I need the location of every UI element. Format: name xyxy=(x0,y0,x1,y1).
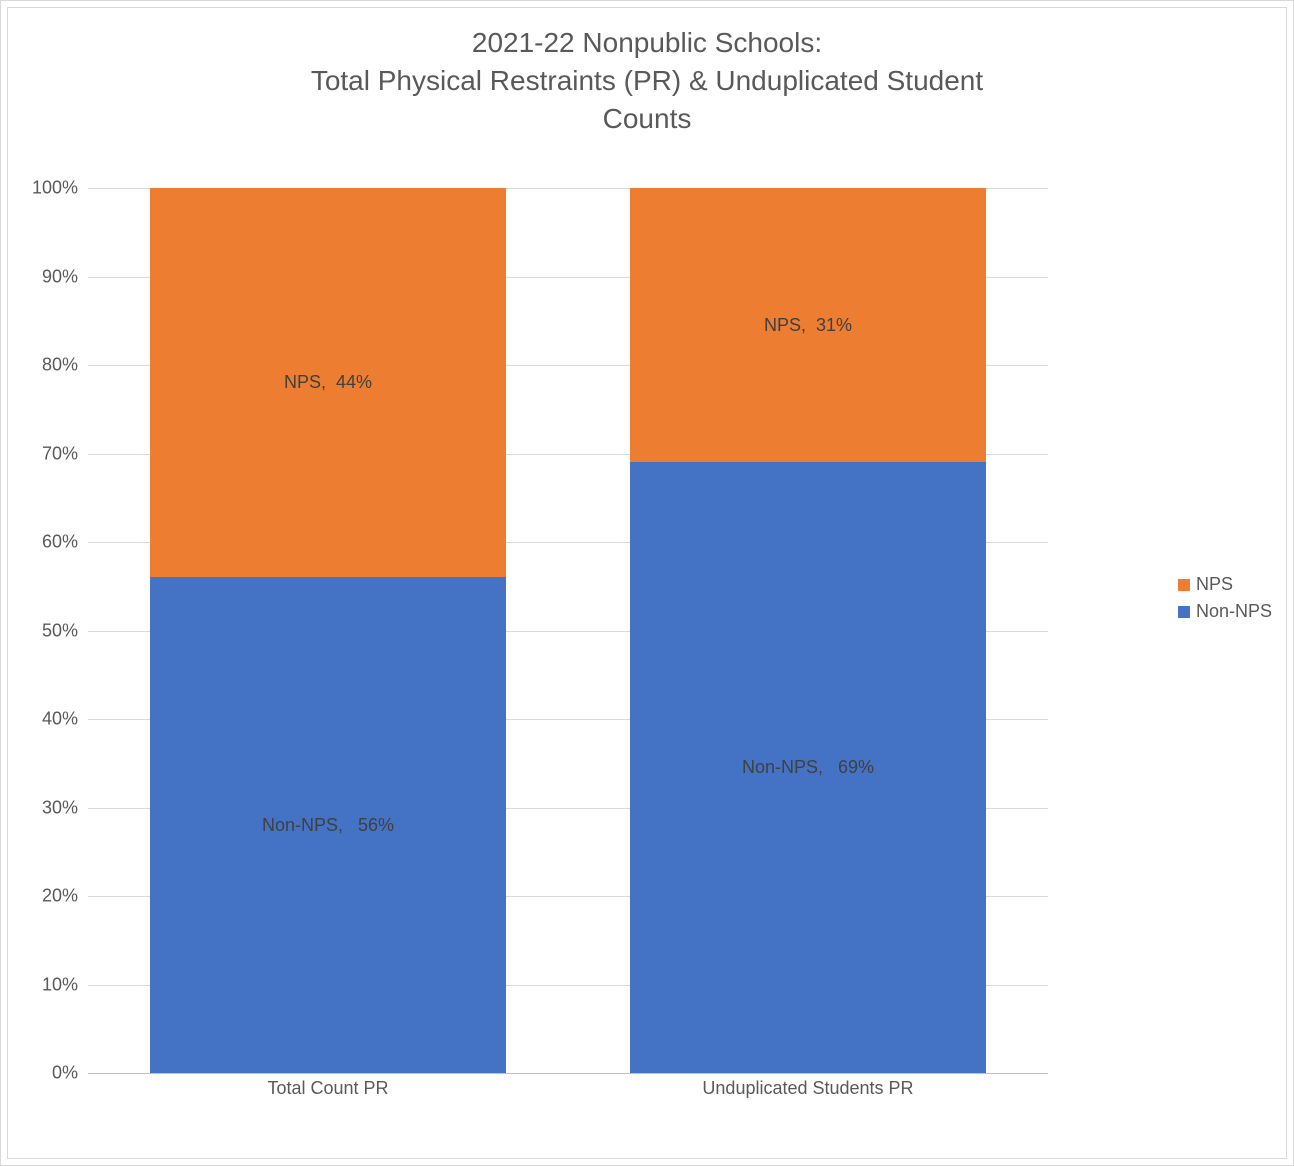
bar-segment-non-nps: Non-NPS, 69% xyxy=(630,462,985,1073)
y-tick-label: 30% xyxy=(42,797,88,818)
x-axis-line xyxy=(88,1073,1048,1074)
chart-title-line1: 2021-22 Nonpublic Schools: xyxy=(472,27,822,58)
legend-swatch-icon xyxy=(1178,606,1190,618)
x-axis-label: Total Count PR xyxy=(88,1078,568,1099)
chart-title-line3: Counts xyxy=(603,103,692,134)
y-tick-label: 80% xyxy=(42,355,88,376)
y-tick-label: 90% xyxy=(42,266,88,287)
plot-grid: Non-NPS, 56%NPS, 44% Non-NPS, 69%NPS, 31%… xyxy=(88,188,1048,1073)
legend-label: NPS xyxy=(1196,574,1233,595)
y-tick-label: 70% xyxy=(42,443,88,464)
y-tick-label: 0% xyxy=(52,1063,88,1084)
bar-slot: Non-NPS, 69%NPS, 31% xyxy=(568,188,1048,1073)
legend-swatch-icon xyxy=(1178,579,1190,591)
stacked-bar: Non-NPS, 69%NPS, 31% xyxy=(630,188,985,1073)
bar-segment-nps: NPS, 44% xyxy=(150,188,505,577)
y-tick-label: 40% xyxy=(42,709,88,730)
legend-label: Non-NPS xyxy=(1196,601,1272,622)
y-tick-label: 20% xyxy=(42,886,88,907)
plot-area: Non-NPS, 56%NPS, 44% Non-NPS, 69%NPS, 31%… xyxy=(88,188,1048,1073)
bar-group: Non-NPS, 56%NPS, 44% Non-NPS, 69%NPS, 31% xyxy=(88,188,1048,1073)
bar-slot: Non-NPS, 56%NPS, 44% xyxy=(88,188,568,1073)
y-tick-label: 60% xyxy=(42,532,88,553)
x-axis-label: Unduplicated Students PR xyxy=(568,1078,1048,1099)
chart-legend: NPS Non-NPS xyxy=(1178,568,1272,628)
legend-item-non-nps: Non-NPS xyxy=(1178,601,1272,622)
chart-container: 2021-22 Nonpublic Schools: Total Physica… xyxy=(0,0,1294,1166)
bar-segment-nps: NPS, 31% xyxy=(630,188,985,462)
chart-title-line2: Total Physical Restraints (PR) & Undupli… xyxy=(311,65,983,96)
legend-item-nps: NPS xyxy=(1178,574,1272,595)
bar-segment-non-nps: Non-NPS, 56% xyxy=(150,577,505,1073)
y-tick-label: 10% xyxy=(42,974,88,995)
y-tick-label: 100% xyxy=(32,178,88,199)
chart-inner: 2021-22 Nonpublic Schools: Total Physica… xyxy=(7,7,1287,1159)
stacked-bar: Non-NPS, 56%NPS, 44% xyxy=(150,188,505,1073)
y-tick-label: 50% xyxy=(42,620,88,641)
chart-title: 2021-22 Nonpublic Schools: Total Physica… xyxy=(8,8,1286,145)
x-axis-labels: Total Count PR Unduplicated Students PR xyxy=(88,1078,1048,1099)
